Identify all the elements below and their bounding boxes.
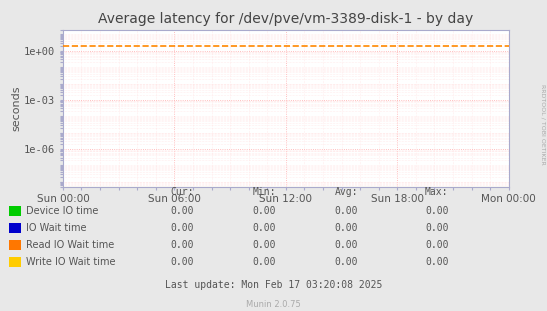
Text: IO Wait time: IO Wait time — [26, 223, 86, 233]
Text: 0.00: 0.00 — [171, 223, 194, 233]
Text: 0.00: 0.00 — [253, 240, 276, 250]
Text: 0.00: 0.00 — [335, 240, 358, 250]
Text: 0.00: 0.00 — [425, 240, 449, 250]
Text: Max:: Max: — [425, 188, 449, 197]
Text: 0.00: 0.00 — [171, 257, 194, 267]
Text: 0.00: 0.00 — [425, 223, 449, 233]
Text: Min:: Min: — [253, 188, 276, 197]
Title: Average latency for /dev/pve/vm-3389-disk-1 - by day: Average latency for /dev/pve/vm-3389-dis… — [98, 12, 474, 26]
Text: 0.00: 0.00 — [335, 223, 358, 233]
Text: Avg:: Avg: — [335, 188, 358, 197]
Text: 0.00: 0.00 — [253, 223, 276, 233]
Text: RRDTOOL / TOBI OETIKER: RRDTOOL / TOBI OETIKER — [541, 84, 546, 165]
Text: Read IO Wait time: Read IO Wait time — [26, 240, 114, 250]
Text: 0.00: 0.00 — [335, 257, 358, 267]
Text: Device IO time: Device IO time — [26, 206, 98, 216]
Text: 0.00: 0.00 — [171, 206, 194, 216]
Text: 0.00: 0.00 — [253, 257, 276, 267]
Text: Cur:: Cur: — [171, 188, 194, 197]
Text: 0.00: 0.00 — [425, 206, 449, 216]
Text: 0.00: 0.00 — [253, 206, 276, 216]
Text: 0.00: 0.00 — [335, 206, 358, 216]
Text: Write IO Wait time: Write IO Wait time — [26, 257, 115, 267]
Text: Last update: Mon Feb 17 03:20:08 2025: Last update: Mon Feb 17 03:20:08 2025 — [165, 280, 382, 290]
Y-axis label: seconds: seconds — [11, 85, 21, 131]
Text: Munin 2.0.75: Munin 2.0.75 — [246, 300, 301, 309]
Text: 0.00: 0.00 — [171, 240, 194, 250]
Text: 0.00: 0.00 — [425, 257, 449, 267]
